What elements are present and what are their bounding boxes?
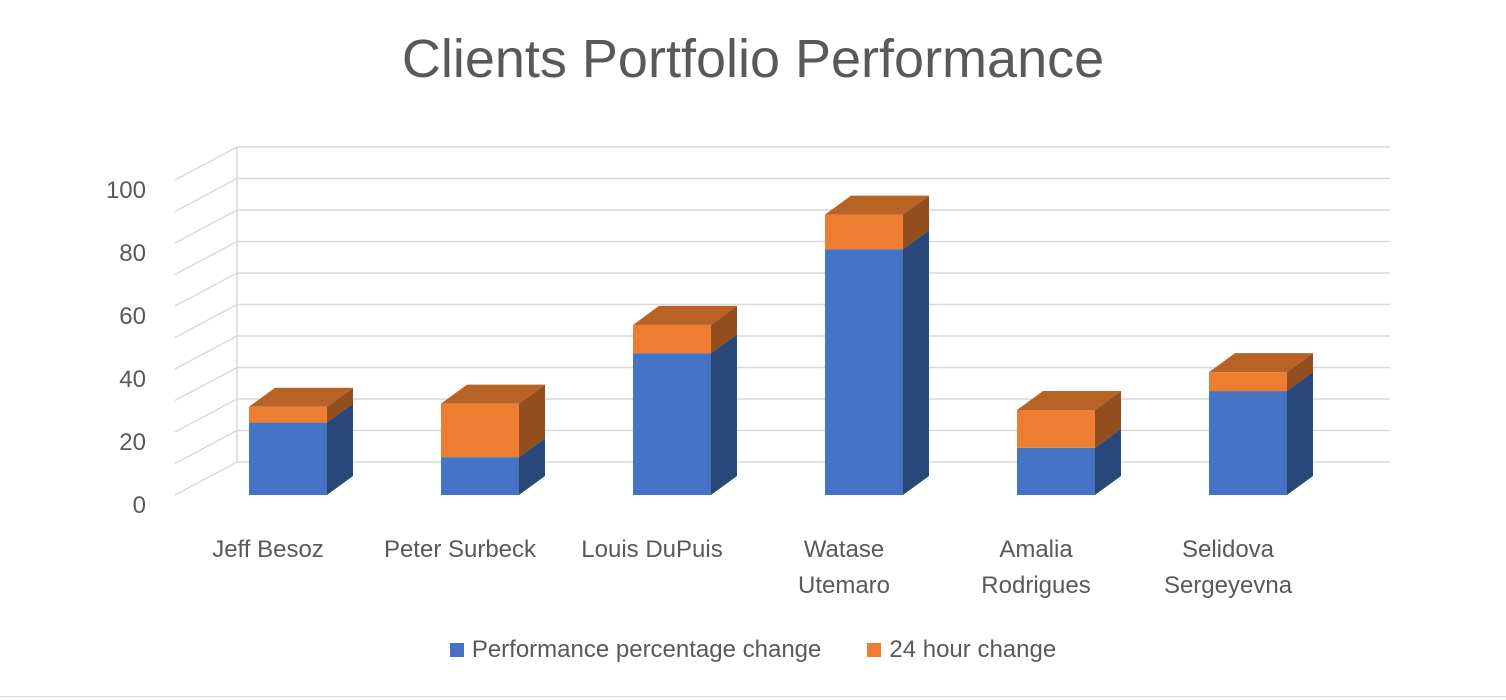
bar-segment-side <box>1095 428 1121 495</box>
bar-segment-side <box>519 438 545 495</box>
bar-segment-side <box>903 195 929 250</box>
x-tick-label: Utemaro <box>798 572 890 599</box>
y-tick-label: 60 <box>119 303 146 330</box>
bar-segment-front <box>633 324 711 354</box>
grid-side-line <box>174 146 238 181</box>
bar-segment-front <box>825 214 903 250</box>
y-tick-label: 20 <box>119 429 146 456</box>
legend-swatch <box>449 643 464 657</box>
y-tick-label: 100 <box>106 177 146 204</box>
x-tick-label: Rodrigues <box>981 572 1090 599</box>
x-tick-label: Selidova <box>1182 536 1275 563</box>
bar-segment-top <box>249 387 353 407</box>
grid-side-line <box>174 209 238 244</box>
x-tick-label: Peter Surbeck <box>384 536 537 563</box>
bar-segment-side <box>519 384 545 458</box>
bar-segment-front <box>1209 372 1287 392</box>
bar-segment-top <box>633 305 737 325</box>
legend-item: 24 hour change <box>867 636 1056 664</box>
grid-side-line <box>174 303 238 339</box>
bar-segment-side <box>1287 372 1313 495</box>
bar-segment-front <box>825 249 903 495</box>
bar-segment-front <box>633 353 711 495</box>
bar-segment-side <box>1287 353 1313 392</box>
bar-segment-side <box>1095 390 1121 448</box>
legend-swatch <box>867 643 882 657</box>
bar-segment-front <box>1209 391 1287 495</box>
grid-side-line <box>174 398 238 433</box>
bar-segment-side <box>327 403 353 495</box>
y-tick-label: 80 <box>119 240 146 267</box>
grid-side-line <box>174 461 238 496</box>
x-tick-label: Jeff Besoz <box>212 536 324 563</box>
chart-title: Clients Portfolio Performance <box>401 29 1105 89</box>
grid-side-line <box>174 429 238 465</box>
bar-segment-front <box>249 406 327 423</box>
x-tick-label: Sergeyevna <box>1164 572 1293 599</box>
bar-segment-front <box>1017 409 1095 448</box>
bar-segment-front <box>441 403 519 458</box>
x-tick-label: Watase <box>804 536 884 563</box>
bar-segment-side <box>903 230 929 496</box>
legend-label: Performance percentage change <box>471 636 822 663</box>
grid-side-line <box>174 177 238 213</box>
bar-segment-top <box>1017 390 1121 410</box>
x-tick-label: Louis DuPuis <box>581 536 722 563</box>
bottom-divider <box>0 696 1506 697</box>
y-tick-label: 40 <box>119 366 146 393</box>
bar-segment-top <box>825 195 929 215</box>
bar-segment-front <box>1017 447 1095 495</box>
bar-segment-front <box>249 422 327 495</box>
grid-side-line <box>174 272 238 307</box>
legend-item: Performance percentage change <box>449 636 822 664</box>
y-tick-label: 0 <box>133 492 146 519</box>
x-tick-label: Amalia <box>999 536 1073 563</box>
grid-side-line <box>174 335 238 370</box>
bar-segment-top <box>1209 353 1313 373</box>
bar-segment-side <box>711 305 737 354</box>
bar-segment-side <box>327 387 353 423</box>
bar-segment-front <box>441 457 519 495</box>
legend-label: 24 hour change <box>889 636 1057 663</box>
grid-side-line <box>174 240 238 276</box>
bar-segment-top <box>441 384 545 404</box>
legend: Performance percentage change 24 hour cha… <box>0 636 1506 664</box>
grid-side-line <box>174 366 238 402</box>
bar-segment-side <box>711 334 737 495</box>
